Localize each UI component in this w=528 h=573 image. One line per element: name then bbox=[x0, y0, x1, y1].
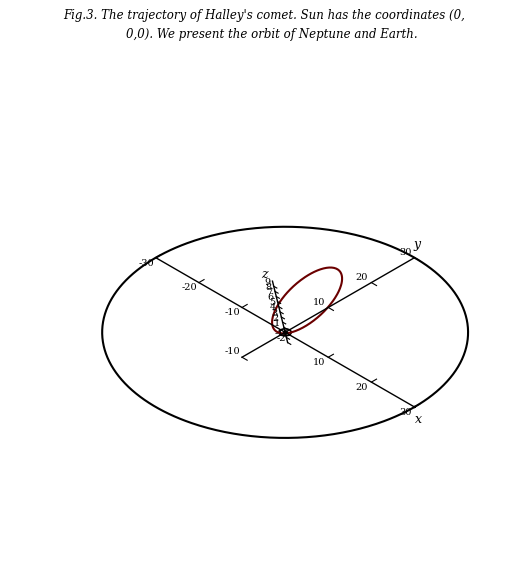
Text: -1: -1 bbox=[275, 329, 285, 338]
Text: 4: 4 bbox=[270, 304, 277, 312]
Text: 10: 10 bbox=[313, 358, 325, 367]
Text: 6: 6 bbox=[268, 293, 274, 302]
Text: 2: 2 bbox=[273, 314, 279, 323]
Text: z: z bbox=[261, 268, 267, 281]
Text: 30: 30 bbox=[399, 248, 411, 257]
Text: 8: 8 bbox=[265, 283, 271, 292]
Text: -20: -20 bbox=[182, 284, 197, 292]
Text: 30: 30 bbox=[399, 408, 411, 417]
Text: -10: -10 bbox=[225, 308, 240, 317]
Text: Fig.3. The trajectory of Halley's comet. Sun has the coordinates (0,: Fig.3. The trajectory of Halley's comet.… bbox=[63, 9, 465, 22]
Text: 20: 20 bbox=[356, 273, 368, 282]
Text: 3: 3 bbox=[271, 309, 278, 317]
Text: 7: 7 bbox=[267, 288, 272, 297]
Text: 20: 20 bbox=[356, 383, 368, 392]
Text: 1: 1 bbox=[274, 319, 280, 328]
Text: 9: 9 bbox=[264, 278, 270, 287]
Text: -2: -2 bbox=[276, 334, 286, 343]
Text: y: y bbox=[413, 237, 420, 250]
Text: x: x bbox=[416, 413, 422, 426]
Text: 10: 10 bbox=[313, 297, 325, 307]
Text: 0,0). We present the orbit of Neptune and Earth.: 0,0). We present the orbit of Neptune an… bbox=[111, 28, 417, 41]
Text: 5: 5 bbox=[269, 299, 275, 307]
Text: -30: -30 bbox=[139, 258, 154, 268]
Text: -10: -10 bbox=[225, 347, 240, 356]
